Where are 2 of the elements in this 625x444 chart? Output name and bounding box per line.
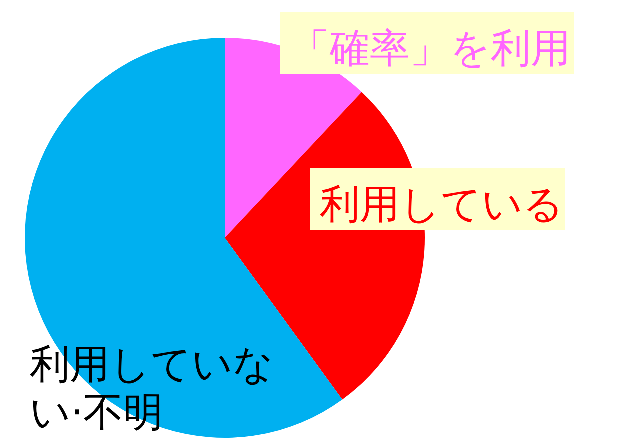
slice-label: 「確率」を利用 (290, 26, 571, 72)
slice-label: 利用している (320, 182, 564, 228)
